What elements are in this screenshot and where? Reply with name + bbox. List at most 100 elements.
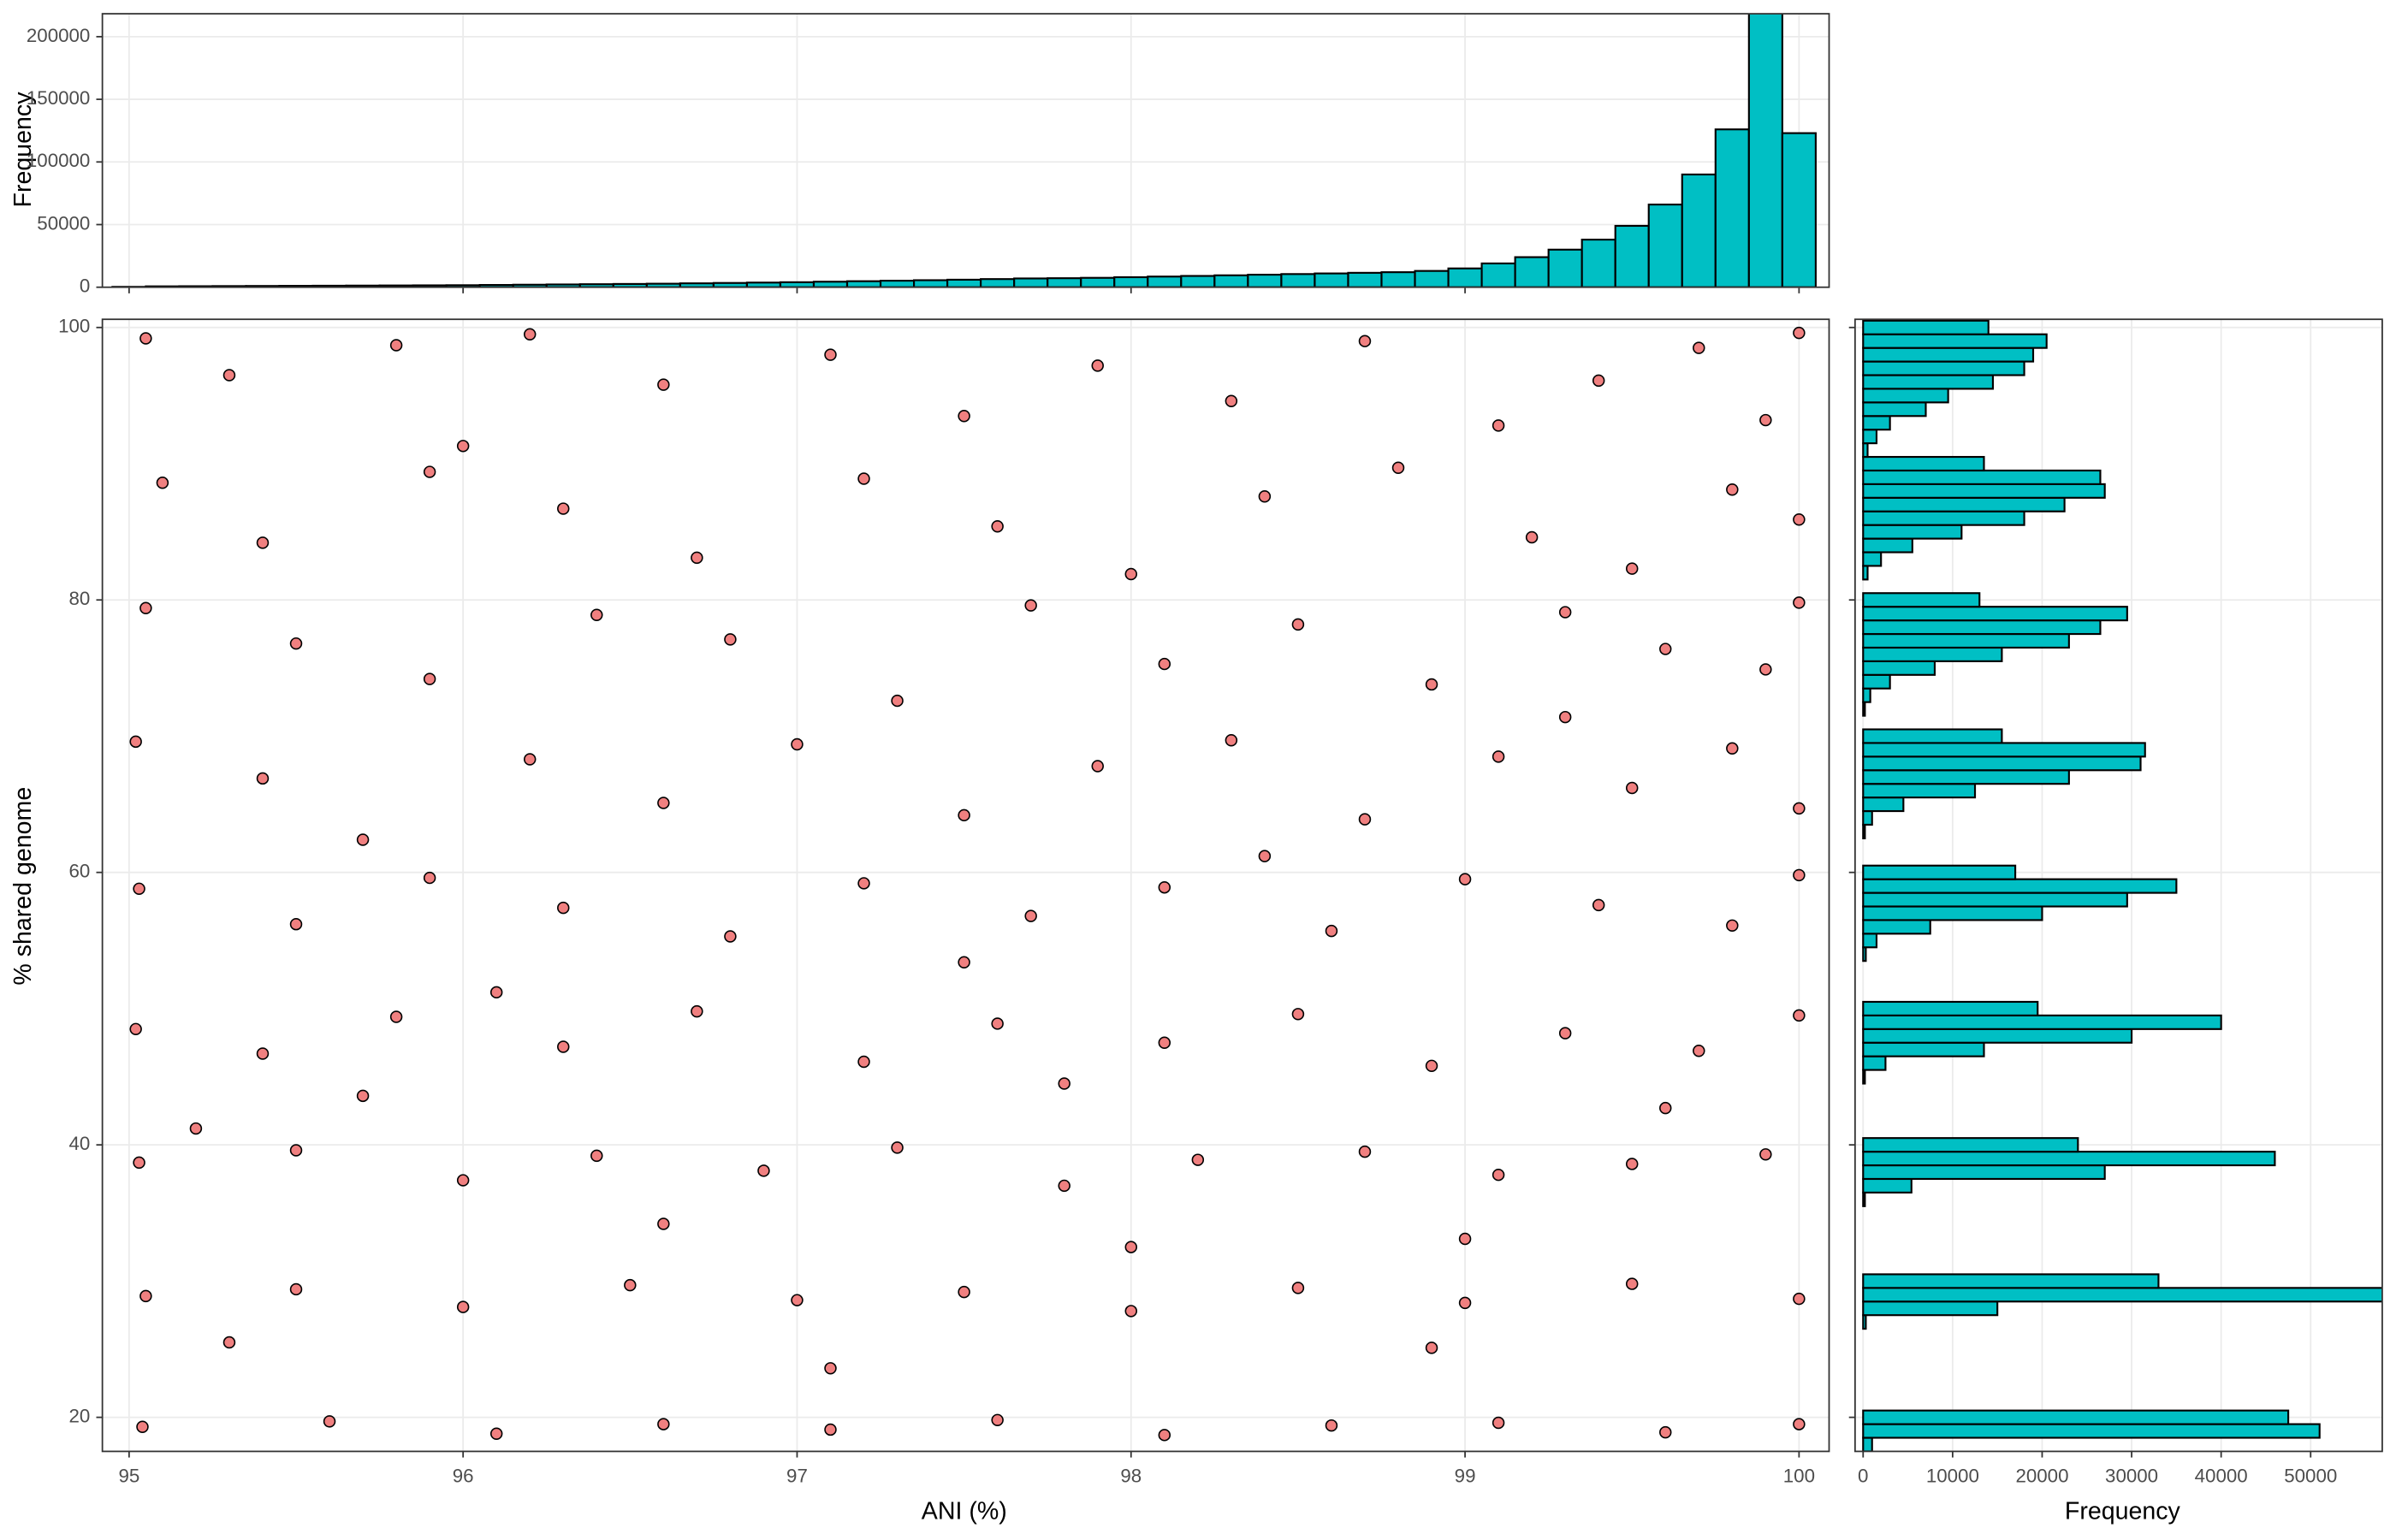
scatter-point <box>1291 618 1305 631</box>
y-tick-label: 40 <box>69 1133 91 1154</box>
histogram-bar <box>1862 1000 2039 1016</box>
scatter-point <box>139 601 152 615</box>
histogram-bar <box>1862 823 1866 839</box>
scatter-point <box>1291 1282 1305 1294</box>
scatter-point <box>1158 657 1171 671</box>
histogram-bar <box>1862 1314 1867 1330</box>
histogram-bar <box>1314 272 1349 287</box>
histogram-bar <box>1862 1177 1913 1194</box>
x-axis-title: ANI (%) <box>922 1497 1007 1525</box>
histogram-bar <box>1862 360 2025 376</box>
y-tick-label: 150000 <box>27 87 90 109</box>
histogram-bar <box>1714 128 1750 287</box>
scatter-point <box>129 1022 142 1036</box>
histogram-bar <box>1862 606 2128 622</box>
scatter-point <box>824 1362 837 1375</box>
histogram-bar <box>1862 415 1891 431</box>
scatter-point <box>1726 483 1739 496</box>
scatter-point <box>489 986 503 999</box>
scatter-point <box>139 1289 152 1303</box>
histogram-bar <box>1862 1287 2382 1303</box>
scatter-point <box>1058 1077 1070 1090</box>
scatter-point <box>523 753 537 766</box>
scatter-point <box>1492 750 1505 763</box>
histogram-bar <box>1862 1137 2079 1153</box>
scatter-point <box>857 472 870 485</box>
scatter-point <box>1793 1009 1806 1022</box>
scatter-point <box>1325 924 1338 938</box>
histogram-bar <box>1862 742 2146 758</box>
histogram-bar <box>1862 946 1867 962</box>
scatter-point <box>1358 1145 1372 1158</box>
scatter-point <box>289 917 303 931</box>
histogram-bar <box>946 278 982 287</box>
scatter-point <box>691 1004 703 1018</box>
scatter-point <box>133 1156 145 1170</box>
scatter-point <box>256 536 270 549</box>
x-tick-label: 95 <box>118 1466 139 1487</box>
scatter-point <box>1425 1342 1438 1354</box>
histogram-bar <box>1347 271 1383 287</box>
histogram-bar <box>1862 933 1878 949</box>
histogram-bar <box>812 281 849 287</box>
scatter-point <box>389 339 403 352</box>
x-tick-label: 96 <box>453 1466 474 1487</box>
histogram-bar <box>1862 1273 2160 1289</box>
x-tick-label: 20000 <box>2015 1466 2068 1487</box>
scatter-point <box>958 956 970 969</box>
scatter-point <box>1659 1425 1672 1439</box>
histogram-bar <box>1862 797 1905 813</box>
x-tick-label: 98 <box>1120 1466 1142 1487</box>
y-tick-label: 0 <box>80 275 90 297</box>
scatter-point <box>1124 1241 1138 1253</box>
histogram-bar <box>1862 429 1878 445</box>
histogram-bar <box>1862 388 1949 404</box>
histogram-bar <box>1614 224 1650 287</box>
scatter-point <box>156 477 169 489</box>
scatter-point <box>1058 1179 1070 1193</box>
scatter-point <box>289 637 303 650</box>
scatter-point <box>1592 898 1605 912</box>
scatter-point <box>356 1089 370 1103</box>
scatter-point <box>1793 1418 1806 1430</box>
histogram-bar <box>1862 1014 2222 1030</box>
scatter-point <box>1726 919 1739 933</box>
x-tick-label: 40000 <box>2195 1466 2248 1487</box>
scatter-point <box>1693 1045 1705 1057</box>
scatter-point <box>590 608 603 621</box>
scatter-point <box>958 808 970 822</box>
scatter-point <box>991 1017 1004 1030</box>
x-tick-label: 100 <box>1783 1466 1815 1487</box>
scatter-point <box>657 1418 670 1430</box>
histogram-bar <box>1547 248 1583 287</box>
scatter-point <box>1793 513 1806 526</box>
scatter-point <box>489 1427 503 1440</box>
scatter-point <box>958 410 970 423</box>
histogram-bar <box>1013 277 1049 287</box>
plot-area <box>1862 319 2382 1452</box>
histogram-bar <box>1581 239 1616 287</box>
scatter-point <box>624 1278 637 1292</box>
scatter-point <box>1225 394 1238 407</box>
histogram-bar <box>1862 374 1995 390</box>
x-tick-label: 99 <box>1455 1466 1476 1487</box>
histogram-bar <box>1862 809 1873 826</box>
scatter-point <box>1625 562 1639 575</box>
scatter-point <box>1158 1036 1171 1049</box>
histogram-bar <box>1480 262 1516 287</box>
scatter-point <box>557 1040 570 1053</box>
scatter-point <box>1124 567 1138 581</box>
scatter-point <box>189 1122 203 1135</box>
histogram-bar <box>1862 769 2070 785</box>
scatter-point <box>1225 734 1238 747</box>
scatter-point <box>791 1294 804 1306</box>
scatter-point <box>958 1285 970 1299</box>
scatter-point <box>1492 1168 1505 1182</box>
panel-border <box>101 318 1830 1453</box>
scatter-point <box>133 882 145 896</box>
scatter-point <box>657 378 670 391</box>
scatter-point <box>724 930 737 943</box>
scatter-point <box>1793 868 1806 882</box>
histogram-bar <box>1862 673 1891 690</box>
